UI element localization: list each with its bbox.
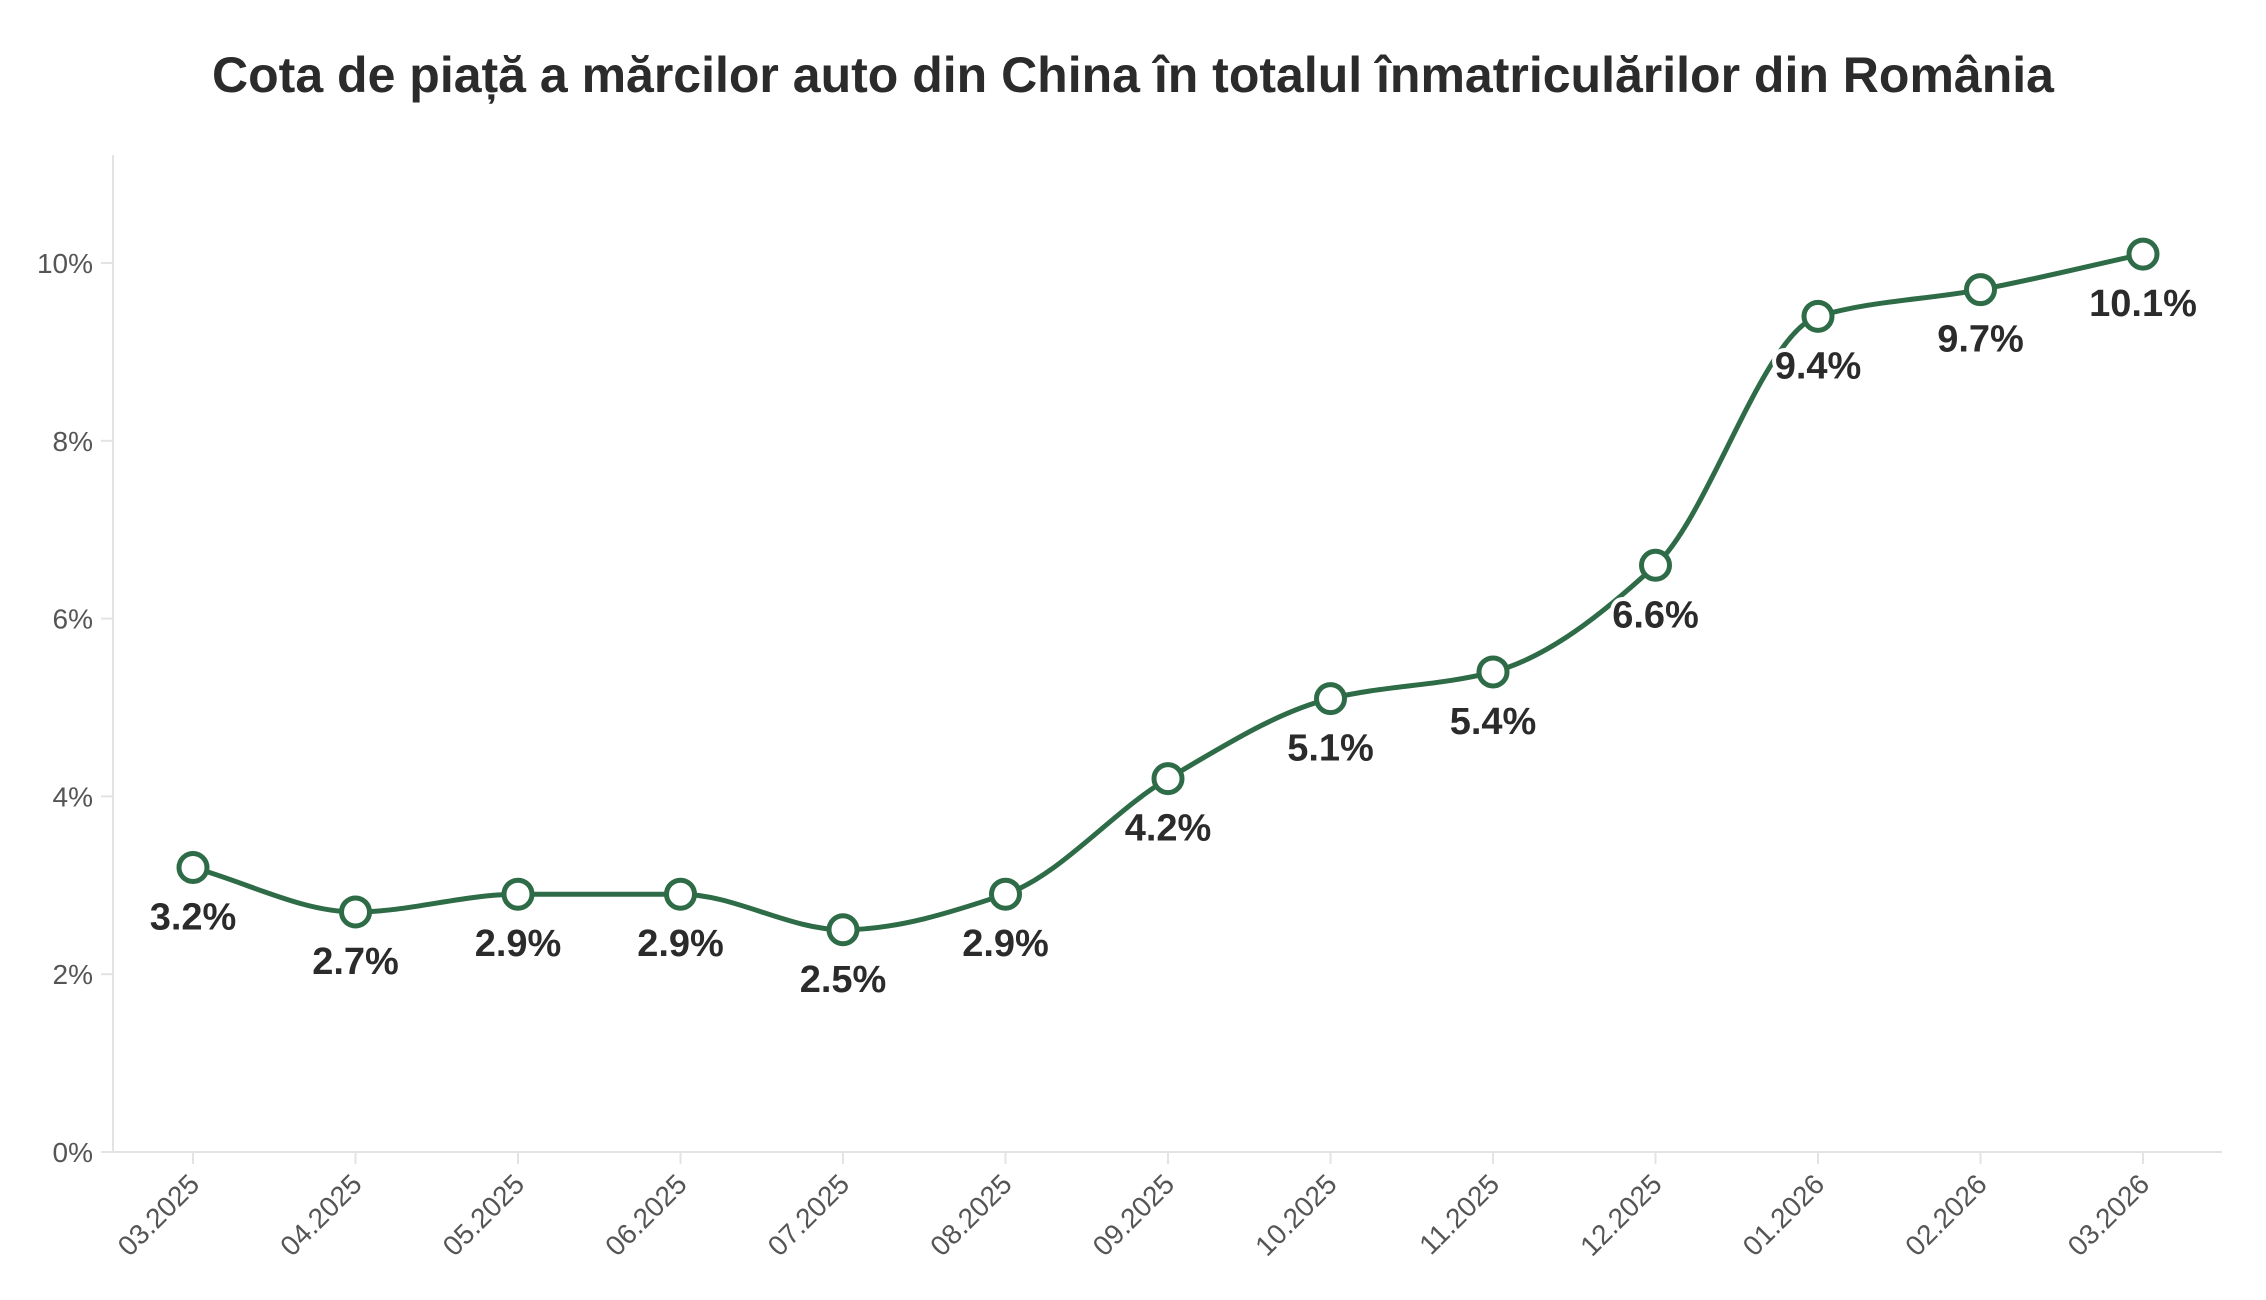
x-tick-label: 01.2026	[1737, 1168, 1830, 1261]
x-tick-label: 07.2025	[762, 1168, 855, 1261]
y-tick-label: 10%	[37, 248, 93, 279]
y-tick-label: 4%	[53, 781, 93, 812]
data-label: 2.9%	[637, 923, 724, 965]
data-label: 5.1%	[1287, 728, 1374, 770]
data-point	[989, 877, 1022, 911]
data-label: 10.1%	[2089, 283, 2197, 325]
data-point	[501, 877, 535, 911]
x-tick-label: 09.2025	[1087, 1168, 1180, 1261]
data-label: 4.2%	[1125, 808, 1212, 850]
chart-title: Cota de piață a mărcilor auto din China …	[212, 47, 2055, 103]
data-label: 2.9%	[475, 923, 562, 965]
data-label: 3.2%	[150, 897, 237, 939]
data-label: 2.9%	[962, 923, 1049, 965]
y-ticks: 0% 2% 4% 6% 8% 10%	[37, 248, 113, 1168]
x-ticks: 03.2025 04.2025 05.2025 06.2025 07.2025 08.20…	[112, 1152, 2155, 1262]
y-tick-label: 6%	[53, 604, 93, 635]
axes	[112, 155, 2222, 1153]
x-tick-label: 05.2025	[437, 1168, 530, 1261]
data-point	[339, 895, 372, 929]
data-label: 6.6%	[1612, 594, 1699, 636]
y-tick-label: 0%	[53, 1137, 93, 1168]
data-label: 9.7%	[1937, 319, 2024, 361]
x-tick-label: 02.2026	[1899, 1168, 1992, 1261]
data-point	[664, 877, 697, 911]
data-point	[1639, 548, 1672, 582]
data-point	[2126, 237, 2160, 271]
data-label: 5.4%	[1450, 701, 1537, 743]
x-tick-label: 04.2025	[274, 1168, 367, 1261]
series-group: 3.2% 2.7% 2.9% 2.9% 2.5% 2.9% 4.2% 5.1% 5.4% 6.6%…	[146, 237, 2201, 1005]
data-label: 2.5%	[800, 959, 887, 1001]
data-point	[1151, 762, 1185, 796]
x-tick-label: 03.2026	[2062, 1168, 2155, 1261]
data-labels: 3.2% 2.7% 2.9% 2.9% 2.5% 2.9% 4.2% 5.1% 5.4% 6.6%…	[146, 279, 2201, 1005]
data-point	[1314, 682, 1347, 716]
data-label: 2.7%	[312, 941, 399, 983]
data-point	[1964, 273, 1997, 307]
x-tick-label: 08.2025	[924, 1168, 1017, 1261]
x-tick-label: 03.2025	[112, 1168, 205, 1261]
data-point	[176, 851, 210, 885]
data-point	[1801, 299, 1835, 333]
data-point	[1476, 655, 1510, 689]
data-point	[826, 913, 860, 947]
y-tick-label: 8%	[53, 426, 93, 457]
x-tick-label: 06.2025	[599, 1168, 692, 1261]
x-tick-label: 12.2025	[1574, 1168, 1667, 1261]
data-label: 9.4%	[1775, 345, 1862, 387]
y-tick-label: 2%	[53, 959, 93, 990]
x-tick-label: 11.2025	[1413, 1168, 1505, 1260]
x-tick-label: 10.2025	[1249, 1168, 1342, 1261]
markers	[176, 237, 2160, 947]
